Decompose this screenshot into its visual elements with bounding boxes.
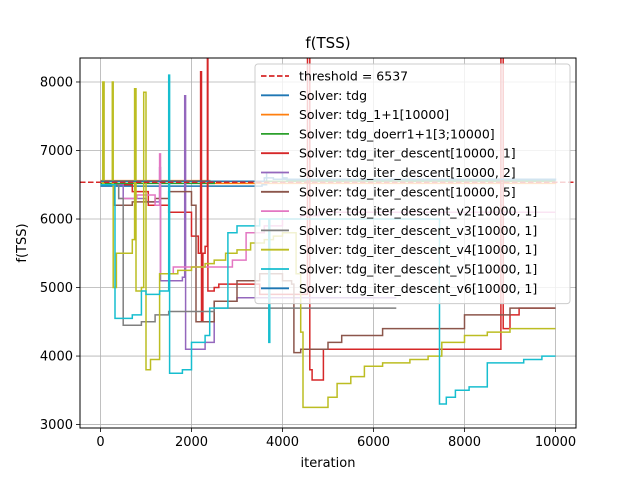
legend-label: Solver: tdg_iter_descent[10000, 1] (299, 146, 516, 161)
y-tick-label: 8000 (40, 75, 73, 90)
y-tick-label: 3000 (40, 418, 73, 433)
axis-ticks: 0 2000 4000 6000 8000 10000 3000 4000 5000 6000 70… (40, 75, 576, 450)
legend-label: Solver: tdg_iter_descent_v6[10000, 1] (299, 281, 537, 296)
y-axis-title: f(TSS) (15, 223, 30, 262)
legend: threshold = 6537 Solver: tdg Solver: tdg_1… (254, 63, 571, 305)
series-line-8 (100, 81, 556, 409)
legend-label: Solver: tdg_iter_descent_v3[10000, 1] (299, 223, 537, 238)
legend-label: threshold = 6537 (299, 69, 408, 84)
series-line-9 (100, 74, 556, 405)
y-tick-label: 7000 (40, 144, 73, 159)
x-axis-title: iteration (301, 456, 356, 471)
legend-label: Solver: tdg (299, 88, 367, 103)
x-tick-label: 8000 (448, 435, 481, 450)
y-tick-label: 6000 (40, 213, 73, 228)
y-tick-label: 4000 (40, 350, 73, 365)
legend-box (254, 63, 571, 305)
legend-label: Solver: tdg_iter_descent[10000, 5] (299, 184, 516, 199)
legend-label: Solver: tdg_iter_descent_v2[10000, 1] (299, 204, 537, 219)
chart-title: f(TSS) (305, 34, 350, 52)
legend-label: Solver: tdg_iter_descent_v4[10000, 1] (299, 242, 537, 257)
legend-label: Solver: tdg_1+1[10000] (299, 107, 449, 122)
legend-label: Solver: tdg_doerr1+1[3;10000] (299, 126, 495, 141)
y-tick-label: 5000 (40, 281, 73, 296)
x-tick-label: 0 (96, 435, 104, 450)
x-tick-label: 2000 (175, 435, 208, 450)
plot-frame (79, 57, 577, 429)
legend-label: Solver: tdg_iter_descent_v5[10000, 1] (299, 262, 537, 277)
x-tick-label: 4000 (266, 435, 299, 450)
x-tick-label: 10000 (535, 435, 576, 450)
legend-label: Solver: tdg_iter_descent[10000, 2] (299, 165, 516, 180)
x-tick-label: 6000 (357, 435, 390, 450)
